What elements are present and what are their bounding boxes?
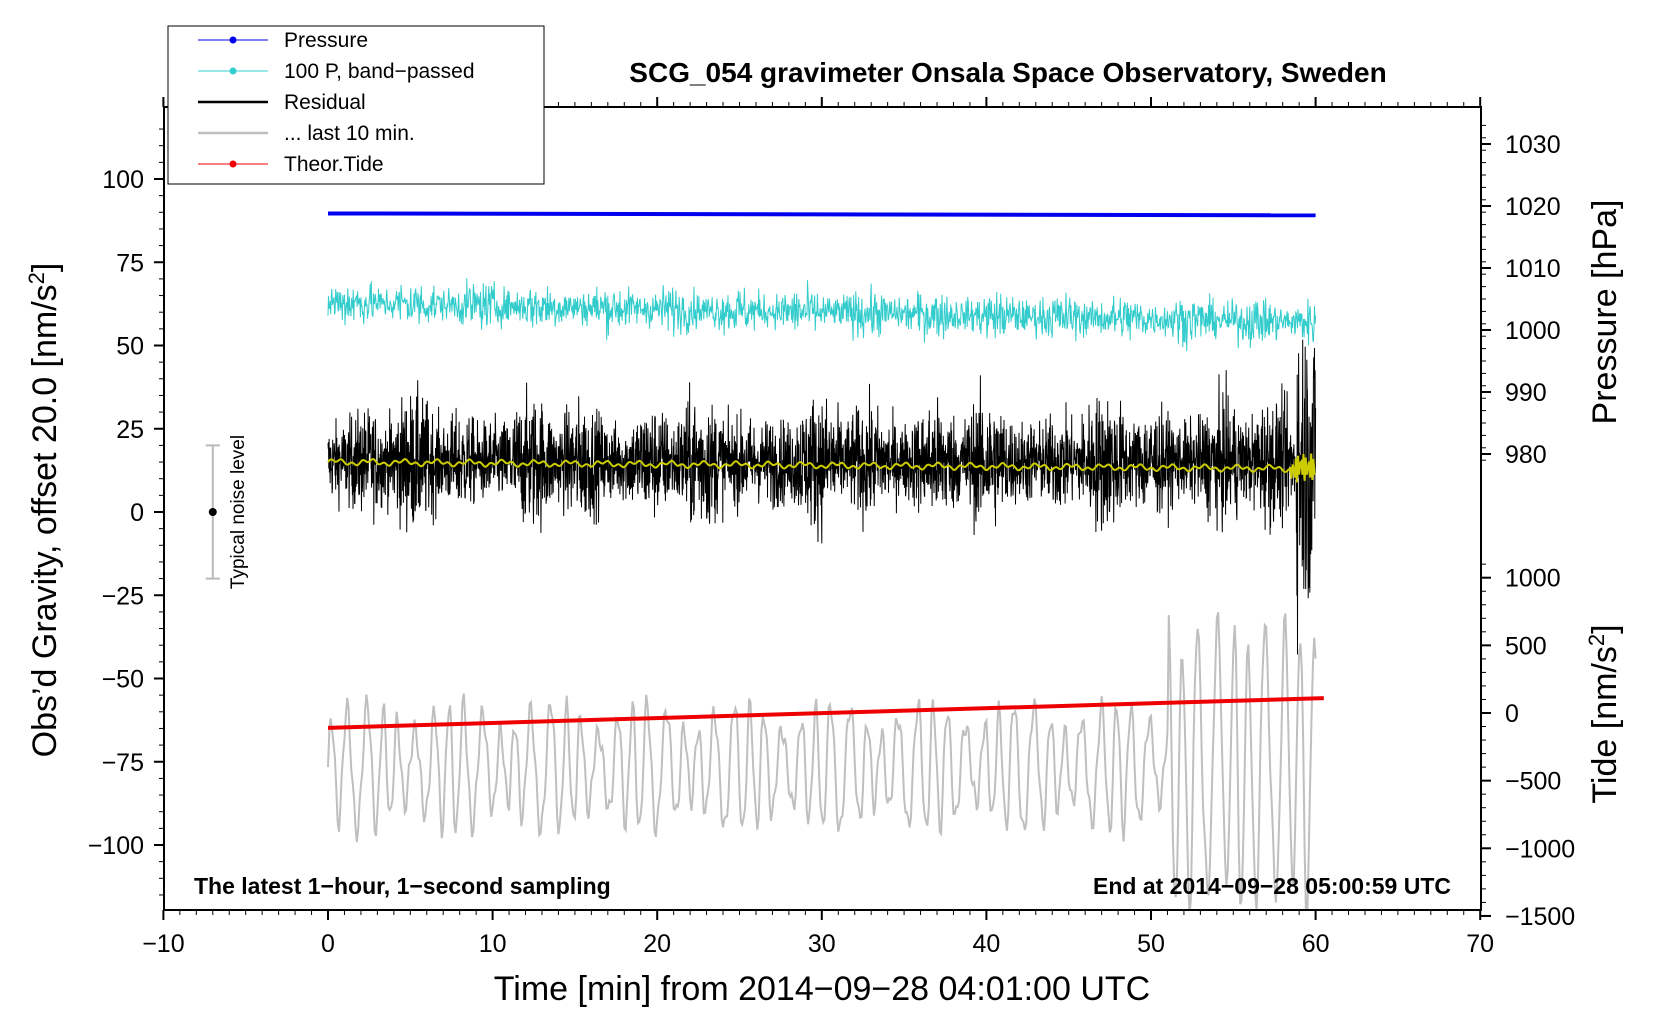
legend-item: 100 P, band−passed — [198, 60, 475, 83]
legend-label: Pressure — [284, 29, 368, 52]
x-tick-label: 50 — [1137, 930, 1165, 958]
legend-item: Residual — [198, 91, 366, 114]
legend-item: Theor.Tide — [198, 153, 384, 176]
y-axis-title-left-tail: ] — [26, 263, 64, 272]
legend-item: ... last 10 min. — [198, 122, 415, 145]
legend: Pressure 100 P, band−passed Residual ... la… — [167, 25, 545, 185]
pressure-tick-label: 1020 — [1505, 193, 1561, 221]
x-tick-label: 70 — [1466, 930, 1494, 958]
series-theor-tide — [327, 696, 1324, 730]
y-tick-label: −100 — [88, 832, 144, 860]
y-tick-label: −25 — [102, 582, 144, 610]
y-tick-label: −75 — [102, 749, 144, 777]
legend-marker — [229, 160, 237, 168]
series-layer — [327, 211, 1324, 910]
series-residual-smoothed — [327, 453, 1316, 483]
legend-label: Residual — [284, 91, 366, 114]
x-tick-label: 20 — [643, 930, 671, 958]
series-residual — [327, 339, 1317, 655]
y-axis-title-tide-main: Tide [nm/s — [1586, 646, 1624, 803]
tide-tick-label: −1000 — [1505, 835, 1575, 863]
x-tick-label: −10 — [142, 930, 184, 958]
y-axis-title-left: Obs’d Gravity, offset 20.0 [nm/s2] — [24, 263, 64, 758]
pressure-tick-label: 990 — [1505, 379, 1547, 407]
tide-tick-label: −1500 — [1505, 903, 1575, 931]
legend-label: Theor.Tide — [284, 153, 384, 176]
pressure-tick-label: 980 — [1505, 441, 1547, 469]
legend-label: 100 P, band−passed — [284, 60, 475, 83]
pressure-tick-label: 1010 — [1505, 255, 1561, 283]
y-axis-title-tide: Tide [nm/s2] — [1584, 624, 1624, 803]
x-tick-label: 60 — [1302, 930, 1330, 958]
legend-box — [167, 25, 545, 185]
y-tick-label: 100 — [102, 166, 144, 194]
noise-bar: Typical noise level — [205, 435, 249, 589]
y-tick-label: 25 — [116, 416, 144, 444]
noise-bar-label: Typical noise level — [228, 435, 249, 589]
noise-bar-dot — [208, 508, 217, 516]
legend-item: Pressure — [198, 29, 368, 52]
y-tick-label: 50 — [116, 333, 144, 361]
y-axis-title-pressure: Pressure [hPa] — [1586, 200, 1624, 425]
x-tick-label: 30 — [808, 930, 836, 958]
y-axis-title-tide-sup: 2 — [1584, 634, 1609, 646]
pressure-tick-label: 1000 — [1505, 317, 1561, 345]
axis-layer: −10 0 10 20 30 40 50 60 701007550250−25−50−75−10… — [88, 97, 1575, 958]
pressure-tick-label: 1030 — [1505, 131, 1561, 159]
x-tick-label: 10 — [479, 930, 507, 958]
legend-marker — [229, 67, 237, 75]
legend-marker — [229, 36, 237, 44]
tide-tick-label: 0 — [1505, 700, 1519, 728]
x-tick-label: 0 — [321, 930, 335, 958]
series-last-10-min — [327, 612, 1317, 910]
y-axis-title-left-sup: 2 — [24, 272, 49, 284]
series-pressure — [327, 211, 1316, 218]
x-tick-label: 40 — [972, 930, 1000, 958]
y-axis-title-tide-tail: ] — [1586, 624, 1624, 633]
y-tick-label: 75 — [116, 249, 144, 277]
chart-title: SCG_054 gravimeter Onsala Space Observat… — [629, 57, 1386, 88]
series-band-passed-pressure — [327, 278, 1317, 352]
legend-label: ... last 10 min. — [284, 122, 415, 145]
x-axis-title: Time [min] from 2014−09−28 04:01:00 UTC — [494, 970, 1150, 1008]
y-tick-label: 0 — [130, 499, 144, 527]
tide-tick-label: −500 — [1505, 768, 1561, 796]
annotation-left: The latest 1−hour, 1−second sampling — [194, 873, 611, 899]
tide-tick-label: 500 — [1505, 632, 1547, 660]
y-axis-title-left-main: Obs’d Gravity, offset 20.0 [nm/s — [26, 284, 64, 757]
y-tick-label: −50 — [102, 666, 144, 694]
annotation-right: End at 2014−09−28 05:00:59 UTC — [1093, 873, 1451, 899]
tide-tick-label: 1000 — [1505, 565, 1561, 593]
